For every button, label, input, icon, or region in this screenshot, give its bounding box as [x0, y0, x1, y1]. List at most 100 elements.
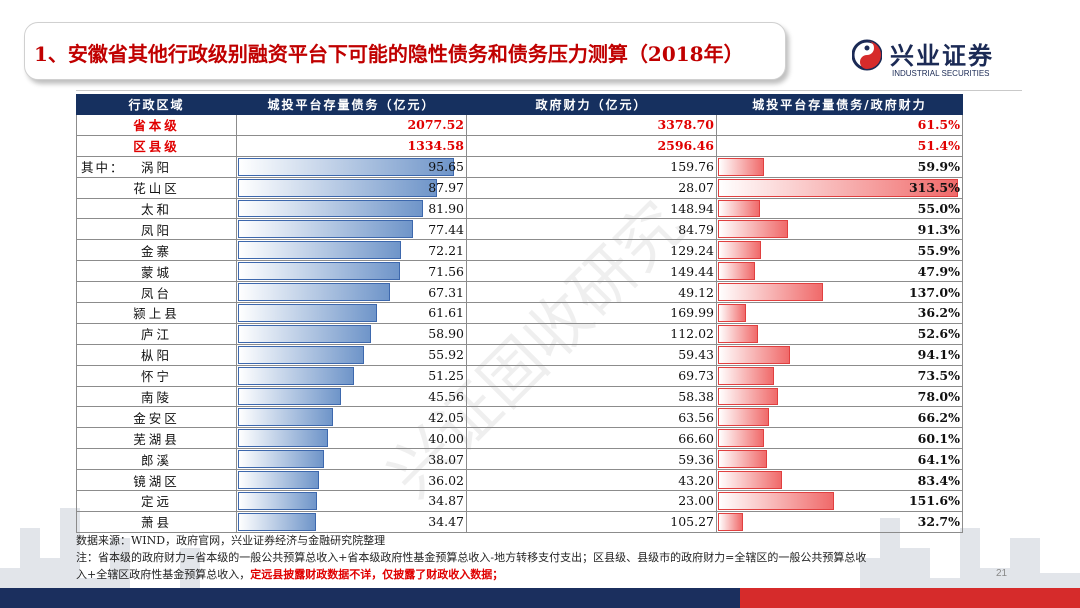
- ratio-value: 313.5%: [908, 180, 960, 196]
- page-number: 21: [996, 568, 1008, 579]
- region-name: 庐江: [140, 327, 172, 343]
- table-row: 定远 34.87 23.00 151.6%: [76, 490, 963, 512]
- cell-ratio: 137.0%: [716, 281, 963, 304]
- cell-ratio: 47.9%: [716, 260, 963, 283]
- ratio-value: 55.9%: [917, 242, 960, 258]
- ratio-value: 91.3%: [917, 221, 960, 237]
- table-row: 省本级 2077.52 3378.70 61.5%: [76, 114, 963, 136]
- ratio-value: 73.5%: [917, 368, 960, 384]
- region-name: 金寨: [140, 243, 172, 259]
- cell-ratio: 91.3%: [716, 218, 963, 241]
- debt-bar: [238, 345, 365, 364]
- table-row: 镜湖区 36.02 43.20 83.4%: [76, 469, 963, 492]
- cell-debt: 72.21: [236, 239, 467, 262]
- cell-ratio: 151.6%: [716, 490, 963, 512]
- cell-region: 太和: [76, 197, 237, 220]
- debt-value: 45.56: [428, 389, 464, 405]
- debt-value: 67.31: [428, 284, 464, 300]
- debt-value: 2077.52: [407, 117, 464, 133]
- ratio-bar: [718, 283, 823, 302]
- region-name: 蒙城: [140, 264, 172, 280]
- ratio-bar: [718, 157, 764, 176]
- cell-finance: 3378.70: [466, 114, 717, 136]
- cell-finance: 169.99: [466, 302, 717, 324]
- cell-region: 金寨: [76, 239, 237, 262]
- logo-text-cn: 兴业证券: [890, 42, 994, 70]
- title-divider: [76, 90, 1022, 91]
- region-name: 萧县: [140, 515, 172, 531]
- cell-region: 金安区: [76, 406, 237, 429]
- table-row: 南陵 45.56 58.38 78.0%: [76, 385, 963, 408]
- debt-value: 1334.58: [407, 138, 464, 154]
- logo-mark-icon: [852, 39, 882, 71]
- logo-text-en: INDUSTRIAL SECURITIES: [892, 69, 990, 78]
- cell-debt: 95.65: [236, 155, 467, 178]
- debt-value: 40.00: [428, 430, 464, 446]
- cell-debt: 71.56: [236, 260, 467, 283]
- cell-debt: 45.56: [236, 385, 467, 408]
- footnote-line2: 入+全辖区政府性基金预算总收入，定远县披露财政数据不详，仅披露了财政收入数据；: [76, 566, 503, 582]
- cell-region: 镜湖区: [76, 469, 237, 492]
- cell-ratio: 73.5%: [716, 364, 963, 387]
- ratio-bar: [718, 408, 769, 427]
- ratio-value: 32.7%: [917, 514, 960, 530]
- ratio-bar: [718, 471, 782, 490]
- cell-debt: 34.47: [236, 510, 467, 533]
- cell-debt: 81.90: [236, 197, 467, 220]
- cell-region: 庐江: [76, 322, 237, 345]
- debt-bar: [238, 429, 329, 448]
- table-row: 凤阳 77.44 84.79 91.3%: [76, 218, 963, 241]
- cell-debt: 2077.52: [236, 114, 467, 136]
- debt-value: 58.90: [428, 326, 464, 342]
- cell-debt: 58.90: [236, 322, 467, 345]
- cell-region: 凤阳: [76, 218, 237, 241]
- cell-debt: 36.02: [236, 469, 467, 492]
- cell-finance: 59.36: [466, 448, 717, 471]
- ratio-value: 36.2%: [917, 305, 960, 321]
- col-header-debt: 城投平台存量债务（亿元）: [236, 94, 467, 115]
- table-row: 芜湖县 40.00 66.60 60.1%: [76, 427, 963, 450]
- region-name: 定远: [140, 494, 172, 510]
- table-row: 怀宁 51.25 69.73 73.5%: [76, 364, 963, 387]
- col-header-region: 行政区域: [76, 94, 237, 115]
- debt-bar: [238, 408, 334, 427]
- ratio-bar: [718, 220, 788, 239]
- page-title: 1、安徽省其他行政级别融资平台下可能的隐性债务和债务压力测算（2018年）: [34, 42, 744, 66]
- table-row: 金安区 42.05 63.56 66.2%: [76, 406, 963, 429]
- debt-bar: [238, 471, 320, 490]
- cell-debt: 61.61: [236, 302, 467, 324]
- debt-value: 71.56: [428, 263, 464, 279]
- debt-bar: [238, 283, 391, 302]
- cell-ratio: 32.7%: [716, 510, 963, 533]
- ratio-value: 47.9%: [917, 263, 960, 279]
- debt-bar: [238, 178, 437, 197]
- cell-region: 花山区: [76, 176, 237, 199]
- table-row: 区县级 1334.58 2596.46 51.4%: [76, 134, 963, 157]
- cell-debt: 42.05: [236, 406, 467, 429]
- cell-finance: 49.12: [466, 281, 717, 304]
- table-row: 太和 81.90 148.94 55.0%: [76, 197, 963, 220]
- ratio-bar: [718, 304, 746, 322]
- ratio-bar: [718, 241, 761, 260]
- cell-debt: 38.07: [236, 448, 467, 471]
- title-box: [24, 22, 786, 80]
- ratio-bar: [718, 199, 760, 218]
- table-row: 枞阳 55.92 59.43 94.1%: [76, 343, 963, 366]
- cell-ratio: 61.5%: [716, 114, 963, 136]
- region-name: 凤台: [140, 285, 172, 301]
- cell-region: 其中： 涡阳: [76, 155, 237, 178]
- table-row: 凤台 67.31 49.12 137.0%: [76, 281, 963, 304]
- cell-ratio: 60.1%: [716, 427, 963, 450]
- company-logo: 兴业证券 INDUSTRIAL SECURITIES: [852, 36, 1012, 82]
- cell-region: 定远: [76, 490, 237, 512]
- cell-debt: 51.25: [236, 364, 467, 387]
- region-name: 区县级: [133, 139, 180, 155]
- region-name: 郎溪: [140, 452, 172, 468]
- ratio-bar: [718, 512, 743, 531]
- region-name: 太和: [140, 202, 172, 217]
- debt-bar: [238, 324, 372, 343]
- cell-debt: 77.44: [236, 218, 467, 241]
- cell-finance: 28.07: [466, 176, 717, 199]
- table-row: 花山区 87.97 28.07 313.5%: [76, 176, 963, 199]
- debt-value: 36.02: [428, 472, 464, 488]
